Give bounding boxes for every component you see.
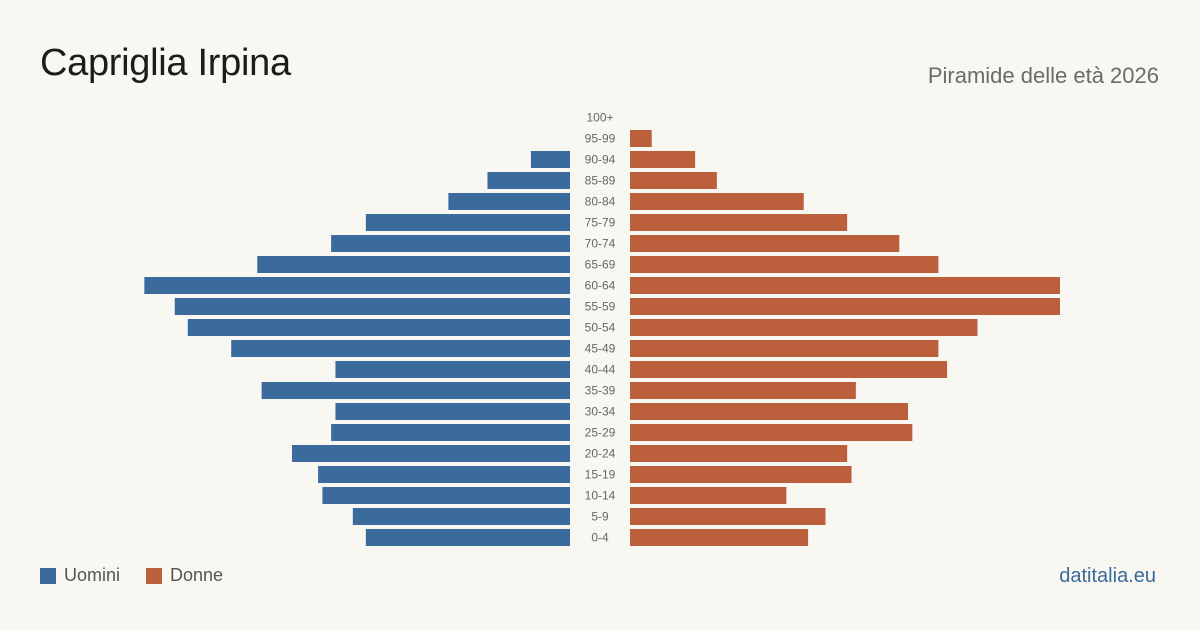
bar-women-5-9 <box>630 508 826 525</box>
bar-women-80-84 <box>630 193 804 210</box>
bar-men-60-64 <box>144 277 570 294</box>
age-group-label: 40-44 <box>585 363 616 377</box>
age-group-label: 95-99 <box>585 132 616 146</box>
age-group-label: 90-94 <box>585 153 616 167</box>
bar-men-70-74 <box>331 235 570 252</box>
bar-men-20-24 <box>292 445 570 462</box>
legend-item-men: Uomini <box>40 565 120 586</box>
legend-swatch-men <box>40 567 56 584</box>
bar-men-15-19 <box>318 466 570 483</box>
bar-women-75-79 <box>630 214 848 231</box>
age-group-label: 45-49 <box>585 342 616 356</box>
legend-item-women: Donne <box>146 565 223 586</box>
age-group-label: 0-4 <box>591 531 609 545</box>
chart-title: Capriglia Irpina <box>40 42 291 84</box>
bar-women-40-44 <box>630 361 948 378</box>
bar-men-25-29 <box>331 424 570 441</box>
bar-men-45-49 <box>231 340 570 357</box>
age-group-label: 10-14 <box>585 489 616 503</box>
bar-women-65-69 <box>630 256 939 273</box>
age-group-label: 65-69 <box>585 258 616 272</box>
chart-subtitle: Piramide delle età 2026 <box>927 63 1159 88</box>
bar-men-80-84 <box>448 193 570 210</box>
bar-women-25-29 <box>630 424 913 441</box>
bar-men-55-59 <box>174 298 570 315</box>
bar-men-35-39 <box>261 382 570 399</box>
age-group-label: 30-34 <box>585 405 616 419</box>
bar-women-95-99 <box>630 130 652 147</box>
bar-men-65-69 <box>257 256 570 273</box>
bar-men-40-44 <box>335 361 570 378</box>
age-group-label: 85-89 <box>585 174 616 188</box>
bar-men-0-4 <box>365 529 570 546</box>
age-group-label: 55-59 <box>585 300 616 314</box>
bar-women-70-74 <box>630 235 900 252</box>
age-group-label: 100+ <box>586 111 613 125</box>
bar-men-75-79 <box>365 214 570 231</box>
age-group-label: 35-39 <box>585 384 616 398</box>
age-group-label: 70-74 <box>585 237 616 251</box>
bar-men-10-14 <box>322 487 570 504</box>
age-group-label: 75-79 <box>585 216 616 230</box>
legend-label-men: Uomini <box>64 565 121 585</box>
source-link[interactable]: datitalia.eu <box>1059 565 1156 587</box>
age-group-label: 80-84 <box>585 195 616 209</box>
bar-men-30-34 <box>335 403 570 420</box>
bar-women-15-19 <box>630 466 852 483</box>
bar-women-90-94 <box>630 151 696 168</box>
bar-women-55-59 <box>630 298 1060 315</box>
age-group-label: 25-29 <box>585 426 616 440</box>
legend-swatch-women <box>146 567 163 584</box>
bar-women-20-24 <box>630 445 848 462</box>
bar-women-50-54 <box>630 319 978 336</box>
bar-men-5-9 <box>352 508 570 525</box>
bar-women-45-49 <box>630 340 939 357</box>
bar-women-10-14 <box>630 487 787 504</box>
age-group-label: 15-19 <box>585 468 616 482</box>
bar-women-85-89 <box>630 172 717 189</box>
age-group-label: 20-24 <box>585 447 616 461</box>
bar-men-50-54 <box>187 319 570 336</box>
age-group-label: 50-54 <box>585 321 616 335</box>
age-group-label: 5-9 <box>591 510 609 524</box>
legend-label-women: Donne <box>170 565 224 585</box>
bar-women-35-39 <box>630 382 856 399</box>
bar-men-85-89 <box>487 172 570 189</box>
bar-men-90-94 <box>530 151 570 168</box>
age-group-label: 60-64 <box>585 279 616 293</box>
legend: Uomini Donne <box>40 565 249 586</box>
bar-women-60-64 <box>630 277 1060 294</box>
bar-women-30-34 <box>630 403 908 420</box>
bar-women-0-4 <box>630 529 809 546</box>
